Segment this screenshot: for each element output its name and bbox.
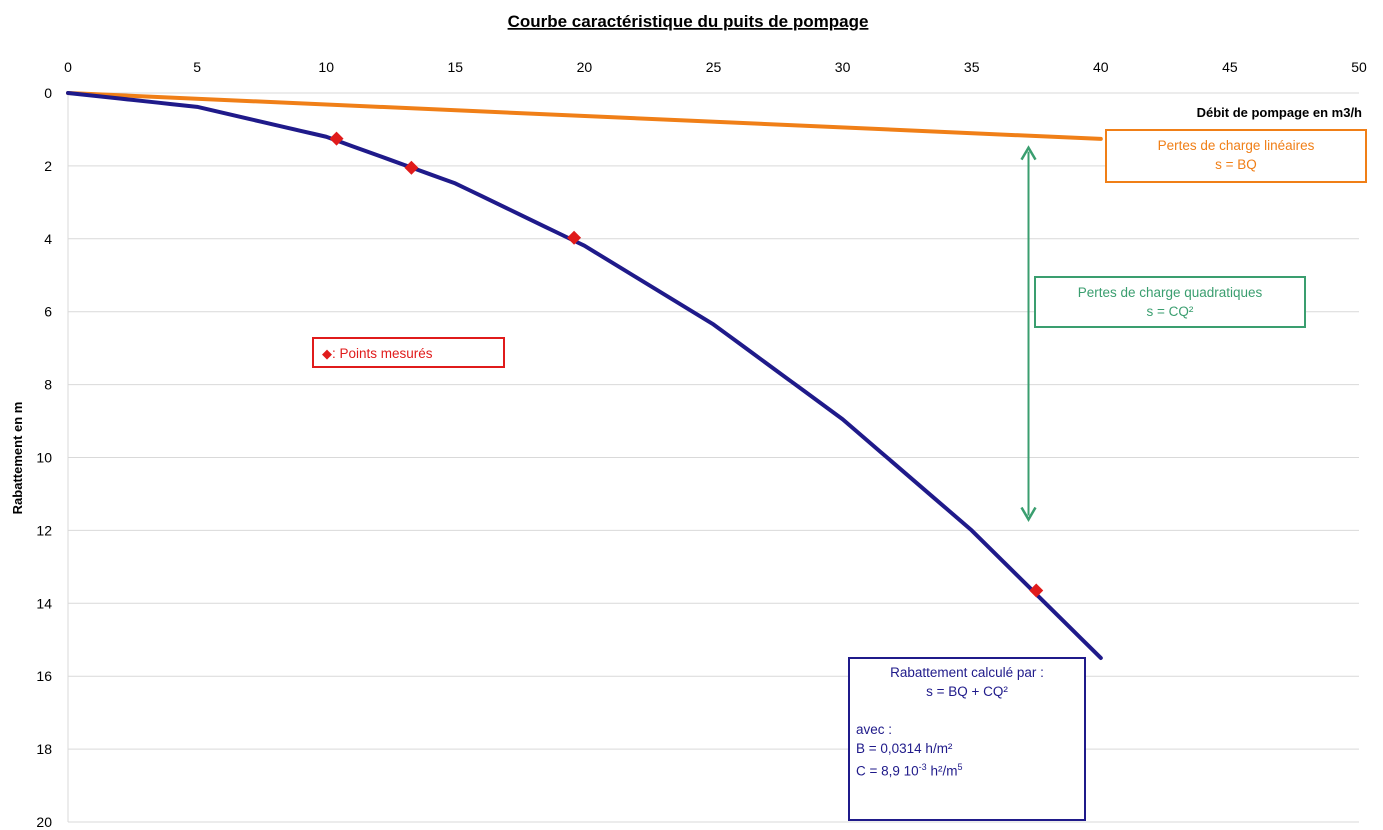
diamond-marker-icon: ◆ <box>322 346 332 361</box>
calculation-annotation: Rabattement calculé par : s = BQ + CQ² a… <box>848 657 1086 821</box>
x-axis-label: Débit de pompage en m3/h <box>1197 105 1362 120</box>
arrow-head-bottom <box>1020 506 1037 522</box>
x-tick-label-8: 40 <box>1093 59 1109 75</box>
x-tick-label-7: 35 <box>964 59 980 75</box>
y-tick-label-9: 18 <box>36 741 52 757</box>
x-tick-labels: 0 5 10 15 20 25 30 35 40 45 50 <box>64 59 1367 75</box>
quadratic-loss-arrow <box>1020 145 1037 522</box>
linear-loss-title: Pertes de charge linéaires <box>1157 138 1315 153</box>
quadratic-loss-formula: s = CQ² <box>1146 304 1194 319</box>
calculated-curve <box>66 91 1103 660</box>
linear-loss-line <box>66 91 1103 141</box>
y-tick-label-5: 10 <box>36 450 52 466</box>
y-tick-label-3: 6 <box>44 304 52 320</box>
y-tick-label-4: 8 <box>44 377 52 393</box>
x-tick-label-0: 0 <box>64 59 72 75</box>
y-tick-label-2: 4 <box>44 231 52 247</box>
measured-points <box>329 131 1044 598</box>
series-layer <box>66 91 1103 660</box>
calc-formula: s = BQ + CQ² <box>926 684 1008 699</box>
y-tick-label-0: 0 <box>44 85 52 101</box>
y-tick-label-6: 12 <box>36 522 52 538</box>
x-tick-label-10: 50 <box>1351 59 1367 75</box>
measured-point-1 <box>404 160 419 175</box>
y-tick-label-7: 14 <box>36 595 52 611</box>
calc-avec: avec : <box>856 722 893 737</box>
y-tick-labels: 0 2 4 6 8 10 12 14 16 18 20 <box>36 85 52 830</box>
legend-label: : Points mesurés <box>332 346 433 361</box>
x-tick-label-2: 10 <box>318 59 334 75</box>
x-tick-label-9: 45 <box>1222 59 1238 75</box>
y-axis-label: Rabattement en m <box>10 402 25 515</box>
measured-point-3 <box>1029 583 1044 598</box>
x-tick-label-5: 25 <box>706 59 722 75</box>
linear-loss-annotation: Pertes de charge linéaires s = BQ <box>1105 129 1367 183</box>
arrow-head-top <box>1020 145 1037 161</box>
x-tick-label-4: 20 <box>577 59 593 75</box>
legend: ◆: Points mesurés <box>312 337 505 368</box>
measured-point-2 <box>567 230 582 245</box>
calc-b-value: B = 0,0314 h/m² <box>856 741 953 756</box>
x-tick-label-6: 30 <box>835 59 851 75</box>
calc-title: Rabattement calculé par : <box>890 665 1044 680</box>
quadratic-loss-annotation: Pertes de charge quadratiques s = CQ² <box>1034 276 1306 328</box>
y-tick-label-1: 2 <box>44 158 52 174</box>
y-tick-label-8: 16 <box>36 668 52 684</box>
linear-loss-formula: s = BQ <box>1215 157 1257 172</box>
quadratic-loss-title: Pertes de charge quadratiques <box>1077 285 1263 300</box>
grid <box>67 92 1359 823</box>
calc-c-value: C = 8,9 10-3 h²/m5 <box>856 762 963 779</box>
chart-title: Courbe caractéristique du puits de pompa… <box>508 12 869 31</box>
measured-point-0 <box>329 131 344 146</box>
x-tick-label-1: 5 <box>193 59 201 75</box>
y-tick-label-10: 20 <box>36 814 52 830</box>
x-tick-label-3: 15 <box>448 59 464 75</box>
